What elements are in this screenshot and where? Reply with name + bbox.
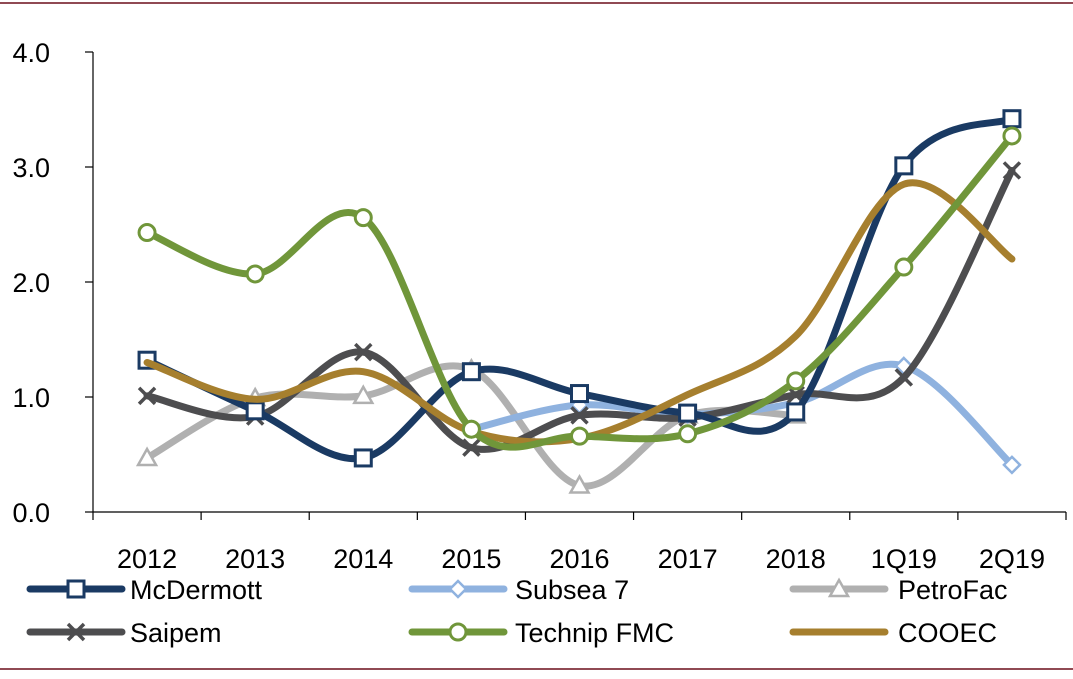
legend-item-mcdermott: McDermott — [26, 575, 263, 605]
data-point-mcdermott — [461, 362, 481, 382]
data-point-technip-fmc — [678, 424, 698, 444]
data-point-technip-fmc — [570, 426, 589, 446]
data-point-saipem — [354, 342, 373, 362]
y-tick-label: 0.0 — [12, 498, 50, 528]
data-point-technip-fmc — [894, 257, 914, 277]
axes: 0.0 1.0 2.0 3.0 4.0 2012 2013 2014 2015 2016 2017 2… — [12, 38, 1067, 574]
data-point-saipem — [570, 406, 589, 425]
legend-label: Subsea 7 — [515, 575, 629, 605]
data-point-mcdermott — [245, 401, 265, 421]
legend-label: PetroFac — [898, 575, 1008, 605]
x-tick-label: 2018 — [766, 544, 826, 574]
legend-item-technip-fmc: Technip FMC — [408, 618, 674, 648]
x-tick-label: 2Q19 — [979, 544, 1045, 574]
x-tick-label: 2017 — [658, 544, 718, 574]
legend-label: COOEC — [898, 618, 997, 648]
data-point-subsea-7 — [1002, 455, 1022, 475]
data-point-technip-fmc — [1002, 126, 1022, 146]
data-point-mcdermott — [570, 384, 589, 404]
data-point-petrofac — [135, 446, 159, 467]
series-layer — [135, 109, 1022, 494]
x-tick-label: 1Q19 — [871, 544, 937, 574]
data-point-saipem — [1002, 161, 1022, 180]
data-point-technip-fmc — [786, 371, 806, 391]
data-point-saipem — [894, 368, 914, 387]
data-point-saipem — [462, 438, 481, 457]
data-point-technip-fmc — [137, 223, 157, 243]
data-point-petrofac — [568, 474, 591, 494]
series-line-mcdermott — [143, 115, 1016, 463]
x-tick-label: 2015 — [441, 544, 501, 574]
legend-label: Technip FMC — [515, 618, 674, 648]
data-point-mcdermott — [1002, 109, 1022, 129]
x-tick-label: 2016 — [549, 544, 609, 574]
legend-marker — [827, 577, 851, 598]
data-point-technip-fmc — [245, 264, 265, 284]
x-tick-label: 2012 — [117, 544, 177, 574]
legend-marker — [66, 579, 86, 599]
data-point-technip-fmc — [461, 419, 481, 439]
data-point-saipem — [137, 386, 157, 406]
data-point-mcdermott — [786, 402, 806, 422]
data-point-petrofac — [352, 384, 375, 405]
legend-item-petrofac: PetroFac — [789, 575, 1008, 605]
data-point-mcdermott — [678, 403, 698, 423]
legend-label: McDermott — [130, 575, 263, 605]
legend-marker — [448, 579, 468, 599]
legend-marker — [66, 622, 86, 642]
data-point-mcdermott — [894, 156, 914, 176]
legend: McDermott Subsea 7 PetroFac Saipem Technip F… — [26, 575, 1008, 648]
series-technip-fmc — [137, 126, 1022, 451]
y-tick-label: 1.0 — [12, 383, 50, 413]
legend-item-subsea-7: Subsea 7 — [408, 575, 629, 605]
y-tick-label: 2.0 — [12, 268, 50, 298]
x-tick-label: 2014 — [333, 544, 393, 574]
legend-label: Saipem — [130, 618, 222, 648]
y-tick-label: 4.0 — [12, 38, 50, 68]
data-point-mcdermott — [353, 448, 373, 468]
legend-item-cooec: COOEC — [789, 618, 997, 648]
legend-item-saipem: Saipem — [26, 618, 222, 648]
x-tick-label: 2013 — [225, 544, 285, 574]
y-tick-label: 3.0 — [12, 153, 50, 183]
legend-marker — [448, 622, 468, 642]
data-point-technip-fmc — [353, 208, 373, 228]
